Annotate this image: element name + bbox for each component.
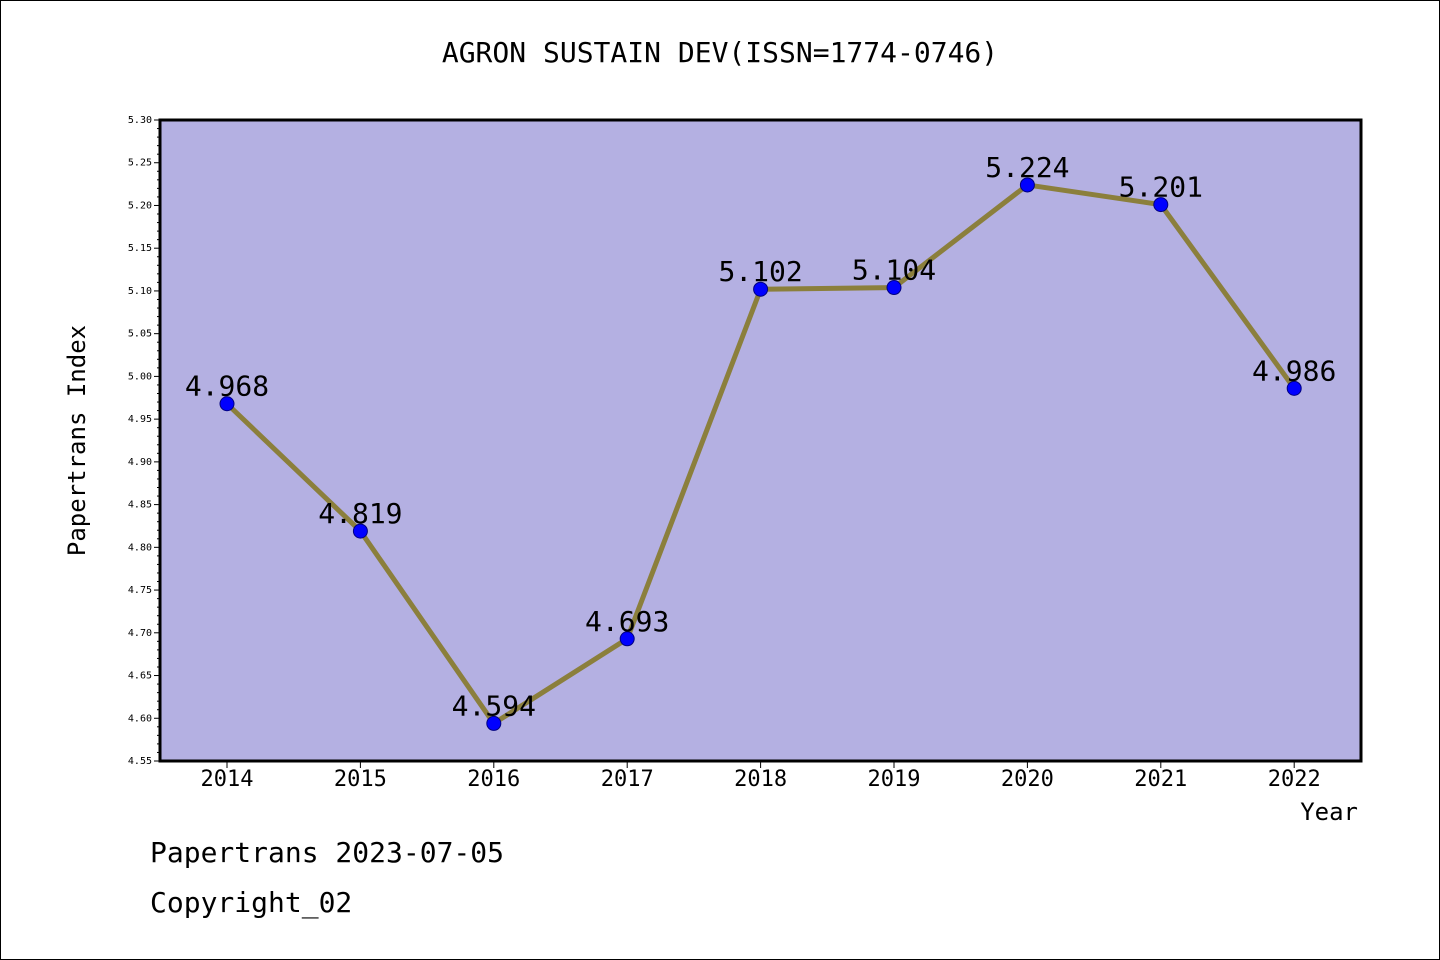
chart-title: AGRON SUSTAIN DEV(ISSN=1774-0746) [441, 36, 999, 69]
x-tick-label: 2021 [1134, 767, 1187, 792]
y-tick-label: 4.80 [128, 542, 152, 553]
data-point [619, 631, 635, 647]
y-tick-label: 5.10 [128, 286, 152, 297]
data-label: 4.968 [185, 370, 269, 403]
plot-area [160, 120, 1361, 761]
data-point [486, 715, 502, 731]
footer-date: Papertrans 2023-07-05 [150, 836, 505, 869]
footer-copyright: Copyright_02 [150, 886, 353, 919]
data-label: 5.224 [985, 151, 1069, 184]
data-label: 4.594 [452, 689, 536, 722]
x-tick-label: 2017 [601, 767, 654, 792]
y-tick-label: 4.70 [128, 628, 152, 639]
data-label: 5.201 [1119, 171, 1203, 204]
y-tick-label: 4.55 [128, 756, 152, 767]
data-label: 5.102 [718, 255, 802, 288]
x-tick-label: 2018 [734, 767, 787, 792]
y-tick-label: 5.15 [128, 243, 152, 254]
data-point [219, 396, 235, 412]
y-tick-label: 5.00 [128, 371, 152, 382]
plot-border [158, 118, 1363, 763]
y-tick-label: 5.30 [128, 115, 152, 126]
y-tick-label: 4.85 [128, 500, 152, 511]
data-label: 4.986 [1252, 354, 1336, 387]
y-axis: 4.55 4.60 4.65 4.70 4.75 4.80 4.85 4.90 4.95 5.00… [128, 115, 160, 767]
y-tick-label: 5.25 [128, 158, 152, 169]
x-axis: 2014 2015 2016 2017 2018 2019 2020 2021 2022 [201, 761, 1321, 792]
y-axis-label: Papertrans Index [63, 325, 91, 556]
y-tick-label: 5.20 [128, 200, 152, 211]
y-tick-label: 4.65 [128, 671, 152, 682]
y-tick-label: 4.60 [128, 713, 152, 724]
data-point [352, 523, 368, 539]
data-point [753, 281, 769, 297]
x-axis-label: Year [1300, 798, 1358, 826]
x-tick-label: 2015 [334, 767, 387, 792]
x-tick-label: 2022 [1268, 767, 1321, 792]
y-tick-label: 4.95 [128, 414, 152, 425]
x-tick-label: 2019 [868, 767, 921, 792]
x-tick-label: 2020 [1001, 767, 1054, 792]
y-tick-label: 5.05 [128, 329, 152, 340]
x-tick-label: 2014 [201, 767, 254, 792]
data-point [1153, 197, 1169, 213]
data-label: 4.819 [318, 497, 402, 530]
y-tick-label: 4.75 [128, 585, 152, 596]
x-tick-label: 2016 [467, 767, 520, 792]
data-point [1019, 177, 1035, 193]
data-point [886, 280, 902, 296]
data-label: 5.104 [852, 254, 936, 287]
data-label: 4.693 [585, 605, 669, 638]
series: 4.968 4.819 4.594 4.693 5.102 5.104 5.224 5.201… [185, 151, 1336, 731]
data-point [1286, 380, 1302, 396]
y-tick-label: 4.90 [128, 457, 152, 468]
